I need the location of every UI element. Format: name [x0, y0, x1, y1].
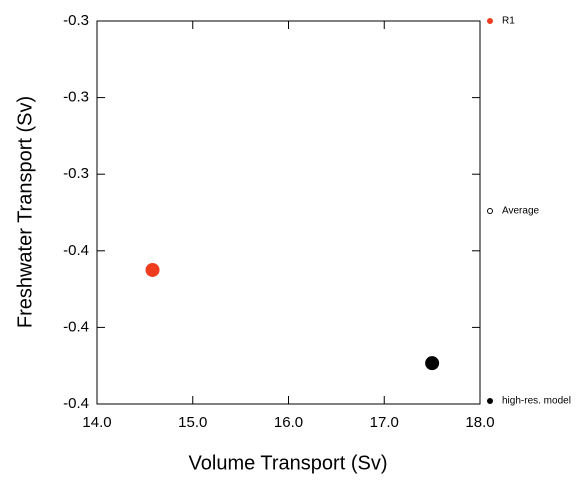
x-tick-label: 14.0	[82, 414, 111, 431]
y-tick-label: -0.4	[63, 395, 89, 412]
legend-marker	[487, 398, 493, 404]
legend-label: high-res. model	[502, 396, 571, 407]
x-axis-title: Volume Transport (Sv)	[189, 452, 388, 474]
legend-label: R1	[502, 16, 515, 27]
point	[425, 356, 440, 371]
x-tick-label: 18.0	[465, 414, 494, 431]
legend-label: Average	[502, 206, 540, 217]
x-tick-label: 17.0	[370, 414, 399, 431]
y-tick-label: -0.3	[63, 12, 89, 29]
y-tick-label: -0.4	[63, 242, 89, 259]
x-tick-label: 16.0	[274, 414, 303, 431]
y-tick-label: -0.4	[63, 318, 89, 335]
point	[145, 262, 160, 277]
y-tick-label: -0.3	[63, 89, 89, 106]
legend-marker	[487, 208, 493, 214]
y-tick-label: -0.3	[63, 165, 89, 182]
y-axis-title: Freshwater Transport (Sv)	[14, 96, 36, 328]
x-tick-label: 15.0	[178, 414, 207, 431]
legend-marker	[487, 18, 493, 24]
plot-frame	[96, 20, 481, 405]
